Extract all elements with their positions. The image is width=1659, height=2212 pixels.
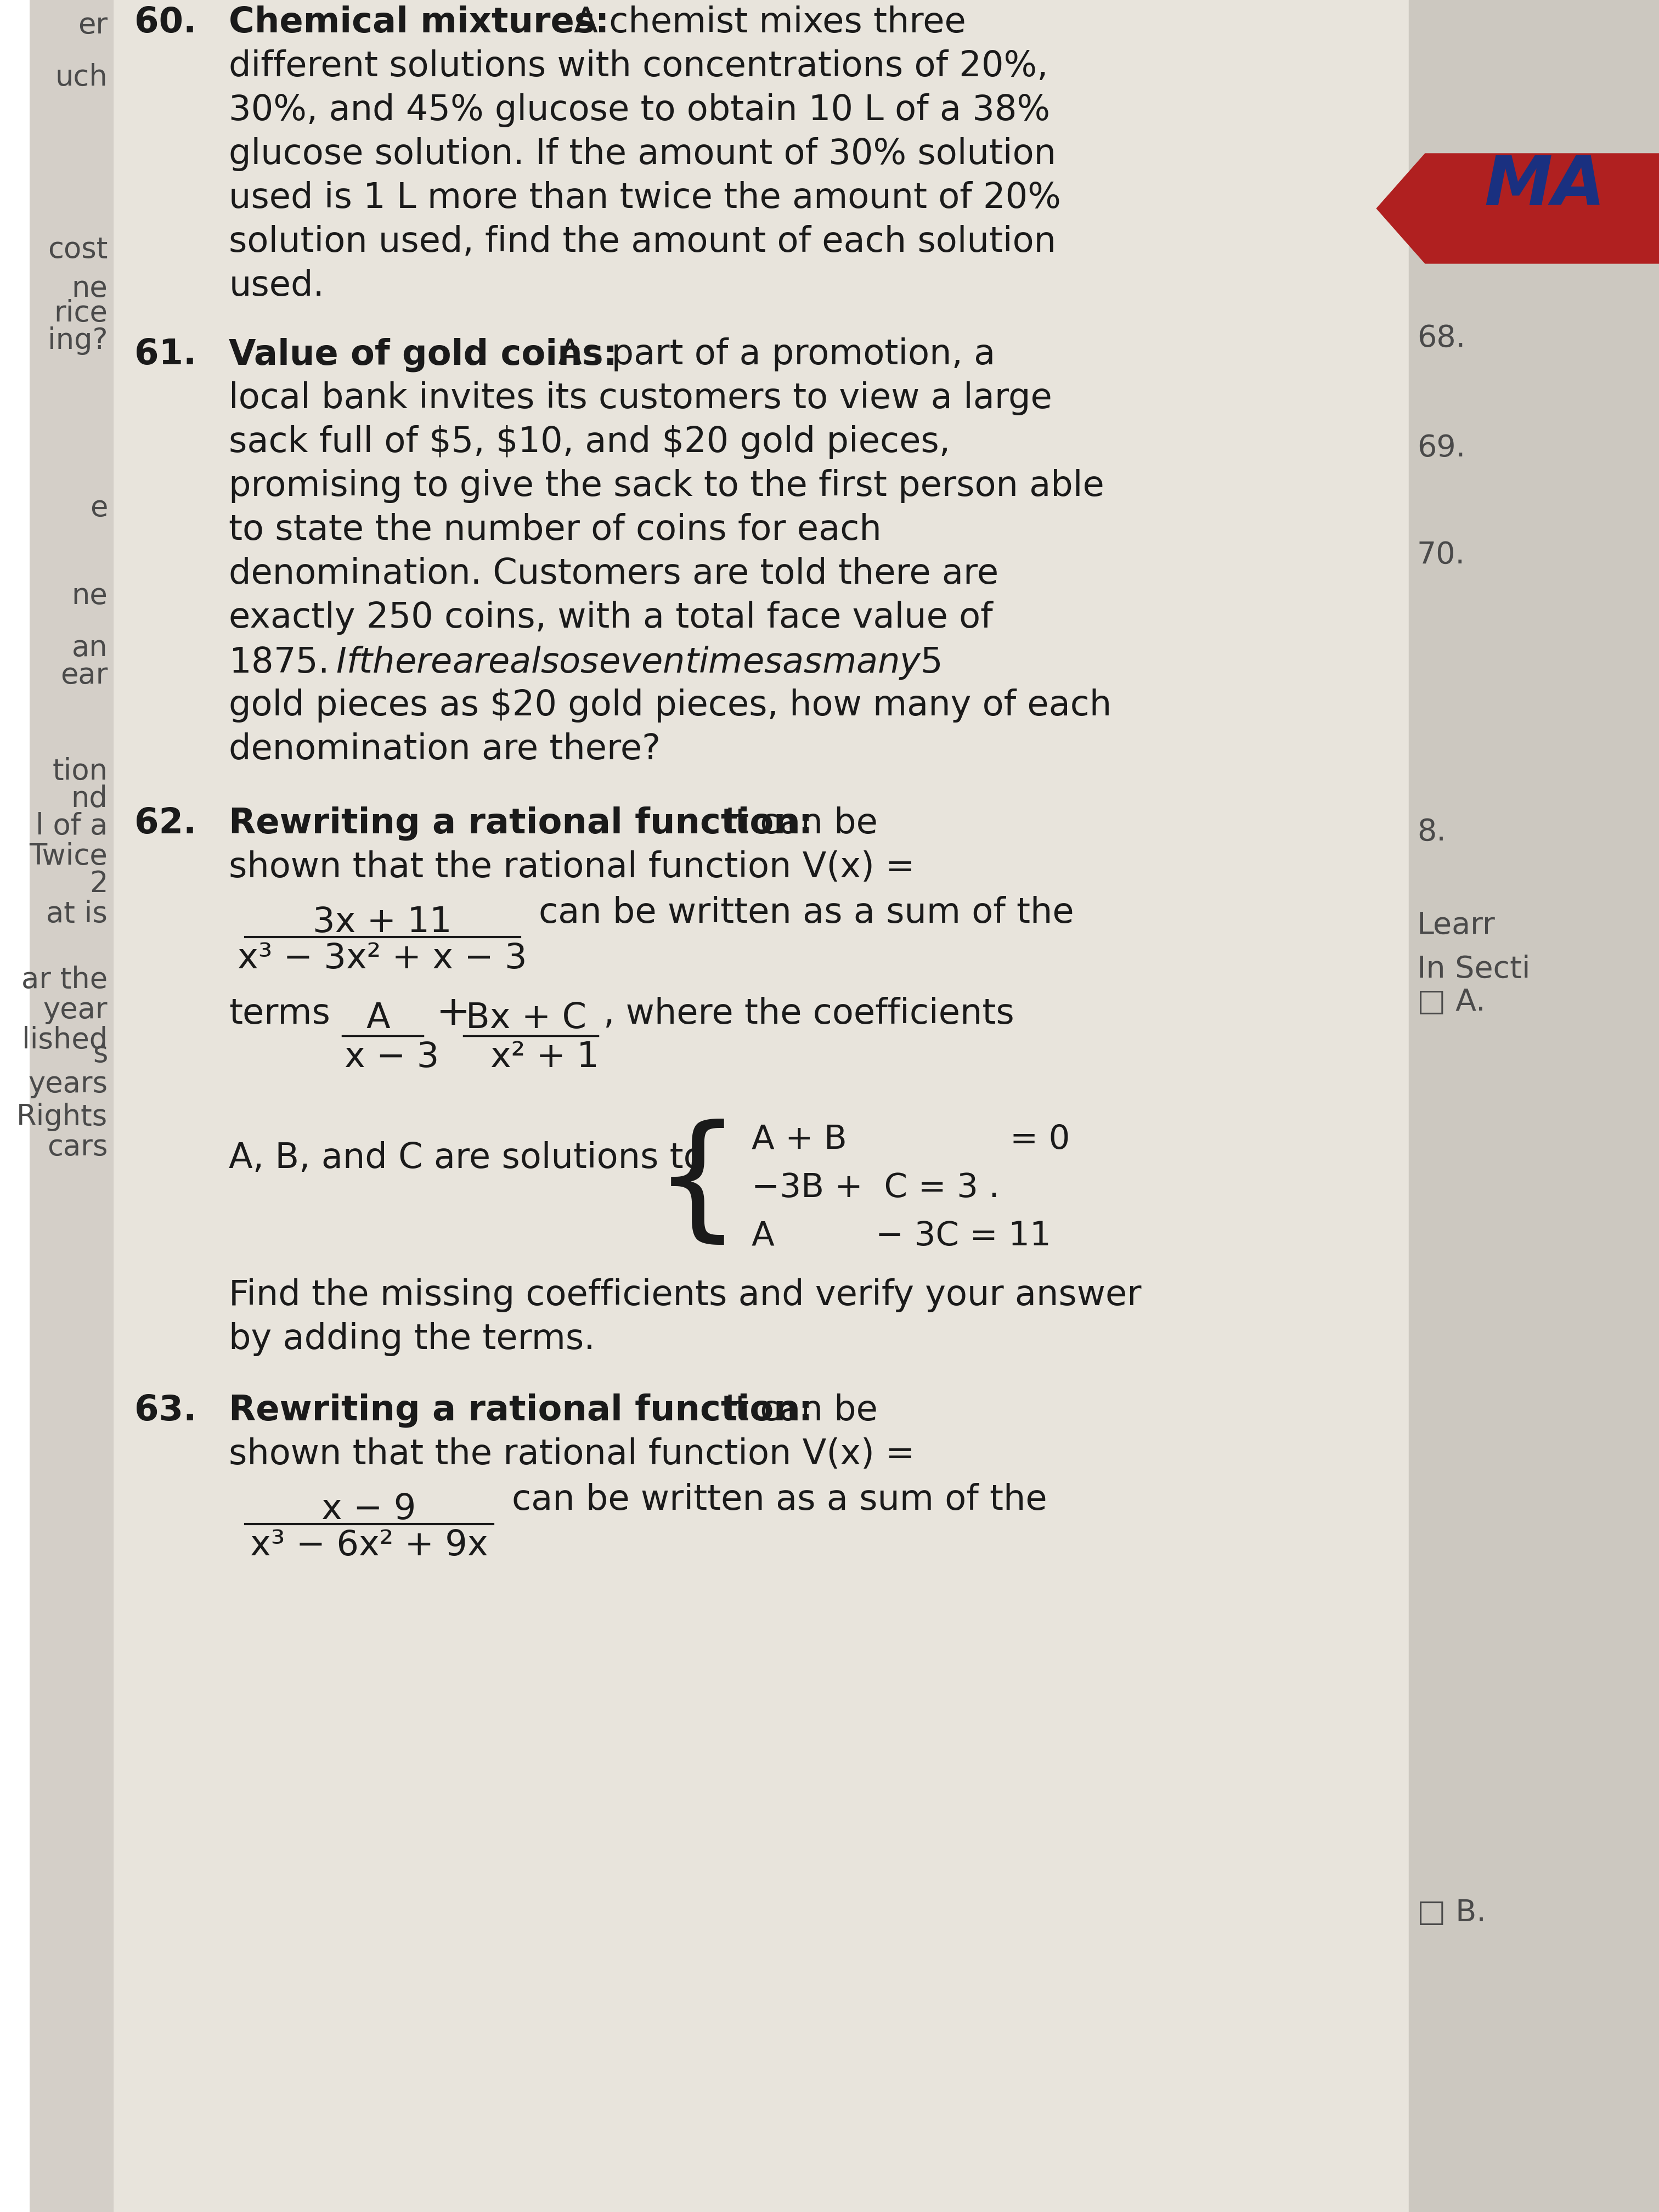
Text: ne: ne — [71, 274, 108, 303]
Text: years: years — [28, 1071, 108, 1099]
Text: nd: nd — [71, 785, 108, 814]
Text: MA: MA — [1485, 153, 1606, 219]
Text: x − 9: x − 9 — [322, 1493, 416, 1526]
Text: by adding the terms.: by adding the terms. — [229, 1323, 596, 1356]
Text: {: { — [654, 1119, 742, 1252]
Text: promising to give the sack to the first person able: promising to give the sack to the first … — [229, 469, 1105, 502]
Text: year: year — [43, 995, 108, 1024]
Text: local bank invites its customers to view a large: local bank invites its customers to view… — [229, 380, 1052, 416]
Text: , where the coefficients: , where the coefficients — [604, 998, 1014, 1031]
Text: It can be: It can be — [713, 1394, 878, 1427]
Text: ear: ear — [60, 661, 108, 690]
Text: □ B.: □ B. — [1417, 1898, 1486, 1929]
Text: Rewriting a rational function:: Rewriting a rational function: — [229, 1394, 813, 1427]
Text: different solutions with concentrations of 20%,: different solutions with concentrations … — [229, 49, 1048, 84]
Text: 70.: 70. — [1417, 540, 1465, 571]
Text: can be written as a sum of the: can be written as a sum of the — [539, 896, 1073, 929]
Text: shown that the rational function V(x) =: shown that the rational function V(x) = — [229, 1438, 916, 1471]
Text: lished: lished — [22, 1026, 108, 1055]
Text: □ A.: □ A. — [1417, 987, 1485, 1018]
Text: Rewriting a rational function:: Rewriting a rational function: — [229, 807, 813, 841]
Text: A + B: A + B — [752, 1124, 848, 1157]
Text: 3x + 11: 3x + 11 — [314, 905, 451, 940]
Text: = 0: = 0 — [1010, 1124, 1070, 1157]
Text: 2: 2 — [90, 869, 108, 898]
Bar — [1408, 0, 1659, 2212]
Text: glucose solution. If the amount of 30% solution: glucose solution. If the amount of 30% s… — [229, 137, 1057, 170]
Text: x − 3: x − 3 — [345, 1040, 440, 1075]
Text: denomination. Customers are told there are: denomination. Customers are told there a… — [229, 557, 999, 591]
Text: Bx + C: Bx + C — [466, 1002, 587, 1035]
Text: 63.: 63. — [134, 1394, 197, 1427]
Text: It can be: It can be — [713, 807, 878, 841]
Text: solution used, find the amount of each solution: solution used, find the amount of each s… — [229, 226, 1057, 259]
Text: Chemical mixtures:: Chemical mixtures: — [229, 4, 609, 40]
Text: 60.: 60. — [134, 4, 197, 40]
Text: − 3C = 11: − 3C = 11 — [876, 1221, 1052, 1252]
Text: used is 1 L more than twice the amount of 20%: used is 1 L more than twice the amount o… — [229, 181, 1062, 215]
Text: In Secti: In Secti — [1417, 956, 1530, 984]
Text: terms: terms — [229, 998, 330, 1031]
Text: A: A — [752, 1221, 775, 1252]
Text: $1875. If there are also seven times as many $5: $1875. If there are also seven times as … — [229, 644, 941, 681]
Bar — [30, 0, 113, 2212]
Text: shown that the rational function V(x) =: shown that the rational function V(x) = — [229, 849, 916, 885]
Text: 69.: 69. — [1417, 434, 1465, 462]
Text: cars: cars — [46, 1133, 108, 1161]
Text: l of a: l of a — [35, 812, 108, 841]
Text: 68.: 68. — [1417, 323, 1465, 354]
Text: tion: tion — [53, 757, 108, 785]
Text: 8.: 8. — [1417, 818, 1447, 847]
Text: used.: used. — [229, 270, 324, 303]
Text: an: an — [71, 633, 108, 661]
Text: exactly 250 coins, with a total face value of: exactly 250 coins, with a total face val… — [229, 602, 994, 635]
Text: ing?: ing? — [48, 327, 108, 354]
Text: denomination are there?: denomination are there? — [229, 732, 660, 765]
Text: ne: ne — [71, 582, 108, 611]
Text: er: er — [78, 11, 108, 40]
Text: Twice: Twice — [30, 843, 108, 872]
Text: cost: cost — [48, 237, 108, 265]
Text: x² + 1: x² + 1 — [491, 1040, 599, 1075]
Text: can be written as a sum of the: can be written as a sum of the — [513, 1482, 1047, 1517]
Text: As part of a promotion, a: As part of a promotion, a — [547, 338, 995, 372]
Polygon shape — [1377, 153, 1659, 263]
Text: uch: uch — [55, 64, 108, 91]
Text: Learr: Learr — [1417, 911, 1495, 940]
Text: s: s — [93, 1040, 108, 1068]
Text: e: e — [90, 493, 108, 522]
Text: sack full of $5, $10, and $20 gold pieces,: sack full of $5, $10, and $20 gold piece… — [229, 425, 951, 460]
Text: Rights: Rights — [17, 1104, 108, 1130]
Text: x³ − 6x² + 9x: x³ − 6x² + 9x — [251, 1528, 488, 1562]
Text: +: + — [436, 993, 471, 1033]
Text: 62.: 62. — [134, 807, 197, 841]
Text: Find the missing coefficients and verify your answer: Find the missing coefficients and verify… — [229, 1279, 1141, 1312]
Text: Value of gold coins:: Value of gold coins: — [229, 338, 617, 372]
Text: A: A — [367, 1002, 390, 1035]
Text: 67.: 67. — [1417, 215, 1465, 243]
Text: at is: at is — [46, 900, 108, 929]
Text: gold pieces as $20 gold pieces, how many of each: gold pieces as $20 gold pieces, how many… — [229, 688, 1112, 723]
Text: x³ − 3x² + x − 3: x³ − 3x² + x − 3 — [237, 942, 528, 975]
Text: ar the: ar the — [22, 967, 108, 993]
Text: to state the number of coins for each: to state the number of coins for each — [229, 513, 881, 546]
Text: rice: rice — [55, 299, 108, 327]
Text: A, B, and C are solutions to: A, B, and C are solutions to — [229, 1141, 705, 1175]
Text: A chemist mixes three: A chemist mixes three — [562, 4, 966, 40]
Text: 61.: 61. — [134, 338, 197, 372]
Text: −3B +  C = 3 .: −3B + C = 3 . — [752, 1172, 999, 1203]
Text: 30%, and 45% glucose to obtain 10 L of a 38%: 30%, and 45% glucose to obtain 10 L of a… — [229, 93, 1050, 128]
